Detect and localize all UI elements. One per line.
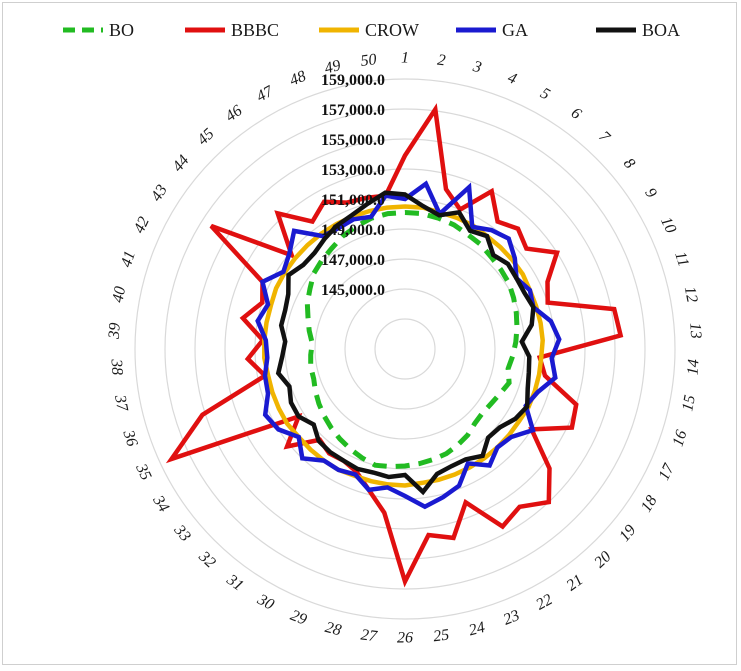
category-label: 2 (436, 52, 446, 70)
radial-tick-label: 153,000.0 (321, 162, 385, 179)
grid-ring (224, 168, 586, 530)
category-label: 46 (223, 102, 246, 125)
category-label: 10 (657, 214, 679, 236)
category-label: 40 (109, 285, 129, 304)
category-label: 27 (360, 626, 379, 645)
category-label: 16 (669, 428, 690, 448)
category-label: 36 (119, 427, 140, 448)
category-label: 6 (568, 105, 584, 123)
category-label: 14 (685, 359, 703, 376)
radial-tick-label: 147,000.0 (321, 252, 385, 269)
category-label: 43 (148, 182, 171, 205)
category-label: 24 (467, 619, 487, 639)
category-label: 13 (686, 322, 704, 339)
category-label: 7 (595, 128, 613, 147)
category-label: 37 (111, 393, 131, 414)
radial-tick-label: 157,000.0 (321, 102, 385, 119)
category-label: 15 (679, 394, 699, 413)
legend-label-crow: CROW (365, 20, 419, 40)
category-label: 34 (149, 492, 172, 515)
category-label: 30 (254, 591, 277, 614)
grid-ring (374, 318, 436, 380)
radar-series (165, 103, 624, 588)
grid-ring (194, 138, 616, 560)
category-label: 9 (641, 185, 660, 201)
category-label: 25 (432, 626, 450, 645)
legend: BO BBBC CROW GA BOA (63, 20, 680, 40)
legend-label-bbbc: BBBC (231, 20, 279, 40)
category-label: 3 (470, 58, 483, 77)
radial-tick-label: 149,000.0 (321, 222, 385, 239)
category-label: 29 (288, 607, 309, 629)
grid-ring (314, 258, 496, 440)
category-label: 21 (564, 571, 587, 594)
grid-ring (164, 108, 646, 590)
radial-tick-label: 155,000.0 (321, 132, 385, 149)
series-line-bo (304, 209, 520, 470)
category-label: 31 (223, 571, 247, 595)
category-label: 19 (616, 522, 639, 545)
category-label: 17 (656, 460, 679, 483)
grid-ring (134, 78, 676, 620)
category-label: 5 (537, 85, 552, 104)
category-label: 35 (132, 460, 155, 483)
series-line-boa (275, 190, 536, 496)
category-label: 50 (360, 51, 378, 70)
radial-tick-labels: 145,000.0 147,000.0 149,000.0 151,000.0 153,… (321, 72, 385, 299)
category-label: 49 (323, 57, 343, 77)
legend-label-bo: BO (109, 20, 134, 40)
category-label: 1 (401, 50, 409, 67)
category-label: 12 (681, 285, 701, 304)
category-label: 39 (106, 322, 124, 340)
category-label: 33 (170, 521, 194, 545)
series-line-bbbc (165, 103, 624, 588)
category-label: 22 (533, 591, 555, 614)
category-label: 18 (638, 493, 661, 516)
legend-label-ga: GA (502, 20, 528, 40)
category-label: 32 (195, 547, 219, 571)
category-label: 47 (254, 82, 277, 105)
category-label: 38 (107, 358, 125, 376)
category-label: 20 (591, 548, 614, 571)
category-label: 44 (169, 152, 192, 175)
category-label: 48 (287, 68, 308, 90)
category-label: 8 (620, 155, 638, 172)
category-label: 26 (397, 630, 413, 647)
radial-tick-label: 159,000.0 (321, 72, 385, 89)
radar-chart: 145,000.0 147,000.0 149,000.0 151,000.0 153,… (63, 20, 704, 647)
radial-tick-label: 145,000.0 (321, 282, 385, 299)
category-label: 4 (505, 69, 519, 88)
category-label: 23 (501, 607, 522, 629)
category-label: 28 (323, 619, 343, 639)
radial-tick-label: 151,000.0 (321, 192, 385, 209)
category-label: 11 (671, 249, 692, 268)
category-label: 42 (131, 214, 153, 236)
legend-label-boa: BOA (642, 20, 680, 40)
grid-ring (344, 288, 466, 410)
series-line-crow (262, 204, 545, 488)
category-label: 45 (194, 125, 217, 148)
category-label: 41 (118, 249, 139, 269)
